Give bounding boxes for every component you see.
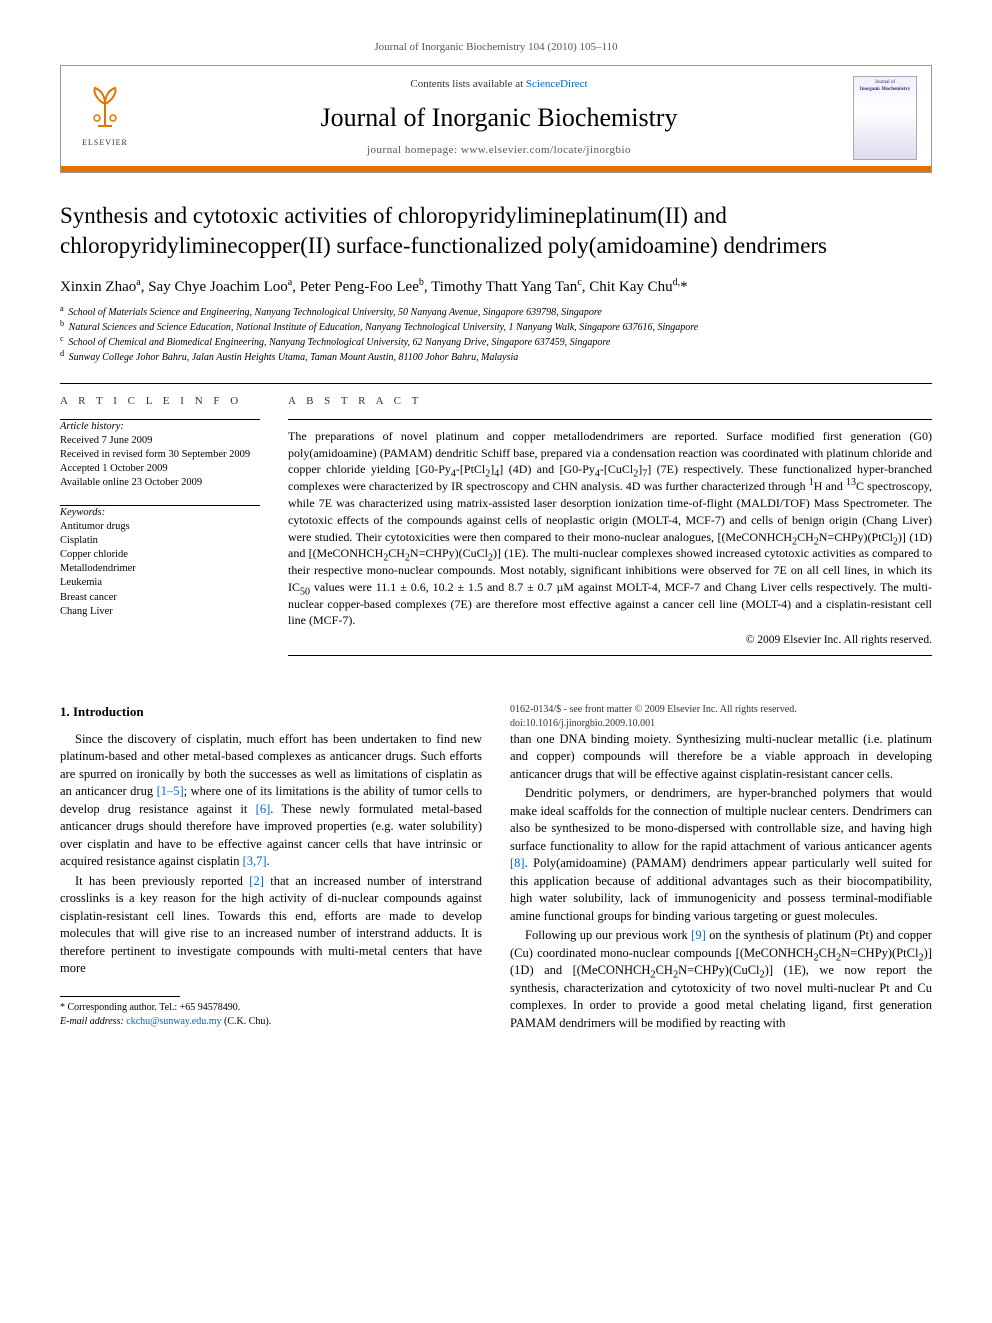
email-label: E-mail address:	[60, 1016, 124, 1027]
author-email-link[interactable]: ckchu@sunway.edu.my	[126, 1016, 221, 1027]
keyword-item: Copper chloride	[60, 548, 260, 562]
doi-line: doi:10.1016/j.jinorgbio.2009.10.001	[510, 717, 932, 731]
body-p2: It has been previously reported [2] that…	[60, 873, 482, 978]
keyword-item: Metallodendrimer	[60, 562, 260, 576]
journal-name: Journal of Inorganic Biochemistry	[145, 100, 853, 135]
history-item: Received in revised form 30 September 20…	[60, 448, 260, 462]
contents-line: Contents lists available at ScienceDirec…	[145, 77, 853, 92]
journal-header-box: ELSEVIER Contents lists available at Sci…	[60, 65, 932, 173]
homepage-url: www.elsevier.com/locate/jinorgbio	[461, 144, 631, 156]
homepage-line: journal homepage: www.elsevier.com/locat…	[145, 143, 853, 158]
keywords-block: Keywords: Antitumor drugsCisplatinCopper…	[60, 506, 260, 619]
affiliation-line: b Natural Sciences and Science Education…	[60, 320, 932, 335]
intro-heading: 1. Introduction	[60, 703, 482, 721]
cover-text-top: Journal of	[857, 80, 913, 87]
rule-abs-1	[288, 419, 932, 420]
history-item: Received 7 June 2009	[60, 434, 260, 448]
footnote-separator	[60, 996, 180, 997]
affiliation-line: d Sunway College Johor Bahru, Jalan Aust…	[60, 350, 932, 365]
rule-top	[60, 383, 932, 384]
keyword-item: Breast cancer	[60, 591, 260, 605]
affiliation-line: a School of Materials Science and Engine…	[60, 305, 932, 320]
abstract-text: The preparations of novel platinum and c…	[288, 428, 932, 630]
body-p4: Dendritic polymers, or dendrimers, are h…	[510, 785, 932, 925]
history-item: Accepted 1 October 2009	[60, 462, 260, 476]
front-matter-line: 0162-0134/$ - see front matter © 2009 El…	[510, 703, 932, 717]
abstract-copyright: © 2009 Elsevier Inc. All rights reserved…	[288, 633, 932, 649]
email-suffix: (C.K. Chu).	[224, 1016, 271, 1027]
keyword-item: Antitumor drugs	[60, 520, 260, 534]
publisher-label: ELSEVIER	[82, 138, 128, 149]
body-p5: Following up our previous work [9] on th…	[510, 927, 932, 1032]
article-body: 1. Introduction Since the discovery of c…	[60, 703, 932, 1039]
article-title: Synthesis and cytotoxic activities of ch…	[60, 201, 932, 261]
orange-divider-bar	[61, 166, 931, 172]
cover-text-main: Inorganic Biochemistry	[857, 87, 913, 94]
contents-prefix: Contents lists available at	[410, 78, 525, 90]
homepage-prefix: journal homepage:	[367, 144, 461, 156]
keyword-item: Leukemia	[60, 576, 260, 590]
body-p3: than one DNA binding moiety. Synthesizin…	[510, 731, 932, 784]
keyword-item: Cisplatin	[60, 534, 260, 548]
keywords-heading: Keywords:	[60, 506, 260, 520]
rule-abs-2	[288, 655, 932, 656]
article-history: Article history: Received 7 June 2009Rec…	[60, 420, 260, 491]
corresponding-author: * Corresponding author. Tel.: +65 945784…	[60, 1001, 482, 1015]
footnotes: * Corresponding author. Tel.: +65 945784…	[60, 1001, 482, 1029]
article-info-label: A R T I C L E I N F O	[60, 394, 260, 409]
author-list: Xinxin Zhaoa, Say Chye Joachim Looa, Pet…	[60, 277, 932, 297]
history-list: Received 7 June 2009Received in revised …	[60, 434, 260, 491]
running-header: Journal of Inorganic Biochemistry 104 (2…	[60, 40, 932, 55]
body-p1: Since the discovery of cisplatin, much e…	[60, 731, 482, 871]
keywords-list: Antitumor drugsCisplatinCopper chlorideM…	[60, 520, 260, 619]
affiliation-line: c School of Chemical and Biomedical Engi…	[60, 335, 932, 350]
sciencedirect-link[interactable]: ScienceDirect	[526, 78, 588, 90]
abstract-label: A B S T R A C T	[288, 394, 932, 409]
history-item: Available online 23 October 2009	[60, 476, 260, 490]
history-heading: Article history:	[60, 420, 260, 434]
doi-block: 0162-0134/$ - see front matter © 2009 El…	[510, 703, 932, 731]
elsevier-logo: ELSEVIER	[75, 83, 135, 153]
journal-cover-thumbnail: Journal of Inorganic Biochemistry	[853, 76, 917, 160]
elsevier-tree-icon	[83, 86, 127, 136]
keyword-item: Chang Liver	[60, 605, 260, 619]
affiliations: a School of Materials Science and Engine…	[60, 305, 932, 365]
